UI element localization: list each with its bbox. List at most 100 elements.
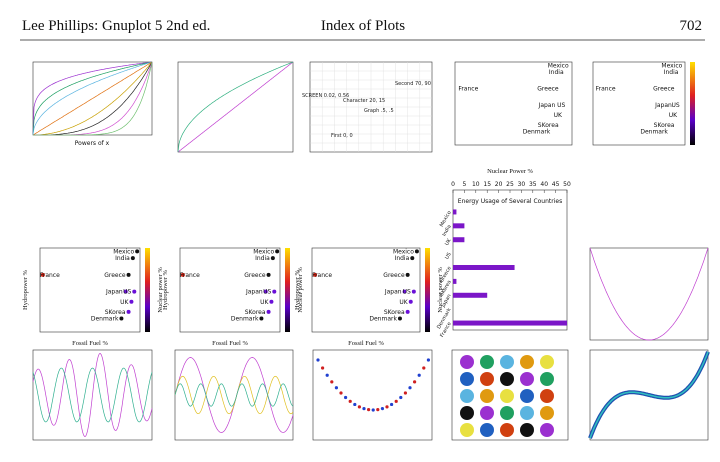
country-label: Denmark: [523, 129, 551, 136]
colorbar-label: Nuclear power %: [437, 267, 444, 313]
marker: [376, 408, 380, 412]
curve: [32, 367, 153, 423]
plot-frame: [177, 61, 294, 153]
marker: [394, 399, 398, 403]
marker: [348, 399, 352, 403]
country-label: Japan: [384, 289, 402, 296]
plot-frame: [32, 349, 153, 441]
country-label: SKorea: [245, 309, 266, 316]
data-point: [411, 289, 416, 294]
bar: [453, 320, 567, 326]
colorbar-label: Nuclear power %: [157, 267, 164, 313]
x-tick-label: 35: [529, 181, 537, 188]
country-label: UK: [399, 299, 408, 306]
marker: [339, 391, 343, 395]
marker: [426, 358, 430, 362]
dot: [520, 406, 534, 420]
dot: [460, 389, 474, 403]
x-tick-label: 20: [495, 181, 503, 188]
dot: [460, 355, 474, 369]
plot-frame: [454, 61, 573, 146]
text-sample: Second 70, 90: [395, 81, 431, 87]
data-point: [405, 272, 410, 277]
plot-frame: [39, 247, 141, 333]
data-point: [129, 299, 134, 304]
country-label: Mexico: [393, 248, 414, 255]
dot: [500, 406, 514, 420]
data-point: [414, 249, 419, 254]
country-label: UK: [669, 112, 678, 119]
chart-title: Energy Usage of Several Countries: [458, 198, 562, 205]
colorbar: [285, 248, 290, 332]
data-point: [259, 316, 264, 321]
colorbar: [690, 62, 695, 145]
data-point: [402, 289, 407, 294]
dot: [520, 423, 534, 437]
country-label: India: [395, 255, 410, 262]
curve: [32, 353, 153, 437]
plot-frame: [589, 349, 709, 441]
dot: [540, 389, 554, 403]
axis-title: Nuclear Power %: [487, 168, 533, 175]
curve: [32, 61, 153, 136]
data-point: [180, 272, 185, 277]
marker: [417, 373, 421, 377]
country-label: Mexico: [253, 248, 274, 255]
bar: [453, 209, 457, 215]
data-point: [123, 289, 128, 294]
plot-frame: [179, 247, 281, 333]
curve: [32, 61, 153, 136]
curve: [589, 351, 709, 439]
category-label: UK: [444, 237, 453, 247]
colorbar: [145, 248, 150, 332]
curve: [32, 61, 153, 136]
data-point: [263, 289, 268, 294]
marker: [321, 366, 325, 370]
category-label: India: [441, 224, 452, 238]
marker: [399, 395, 403, 400]
marker: [357, 405, 361, 409]
dot: [540, 423, 554, 437]
dot: [500, 423, 514, 437]
dot: [500, 355, 514, 369]
curve: [174, 357, 294, 433]
data-point: [313, 272, 318, 277]
marker: [362, 407, 366, 411]
text-sample: SCREEN 0.02, 0.56: [302, 93, 349, 99]
bar: [453, 278, 457, 284]
marker: [353, 402, 357, 407]
x-tick-label: 30: [518, 181, 526, 188]
country-label: US: [672, 102, 680, 109]
country-label: Greece: [383, 272, 405, 279]
dot: [540, 372, 554, 386]
x-tick-label: 40: [540, 181, 548, 188]
country-label: Japan: [654, 102, 672, 109]
x-label: Fossil Fuel %: [212, 340, 248, 347]
country-label: UK: [554, 112, 563, 119]
plot-frame: [589, 247, 709, 341]
data-point: [272, 289, 277, 294]
country-label: Denmark: [640, 129, 668, 136]
country-label: SKorea: [538, 122, 559, 129]
marker: [316, 358, 320, 362]
text-sample: First 0, 0: [331, 133, 353, 139]
marker: [334, 386, 338, 390]
country-label: Mexico: [113, 248, 134, 255]
data-point: [410, 256, 415, 261]
country-label: Greece: [653, 86, 675, 93]
country-label: Denmark: [231, 316, 259, 323]
bar: [453, 265, 515, 270]
plot-frame: [451, 349, 569, 441]
country-label: Japan: [538, 102, 556, 109]
country-label: Greece: [104, 272, 126, 279]
dot: [540, 355, 554, 369]
country-label: US: [123, 289, 131, 296]
country-label: Mexico: [661, 62, 682, 69]
country-label: SKorea: [384, 309, 405, 316]
y-label: Hydropower %: [22, 269, 29, 309]
data-point: [275, 249, 280, 254]
data-point: [130, 256, 135, 261]
country-label: US: [403, 289, 411, 296]
x-tick-label: 5: [462, 181, 466, 188]
marker: [325, 373, 329, 377]
